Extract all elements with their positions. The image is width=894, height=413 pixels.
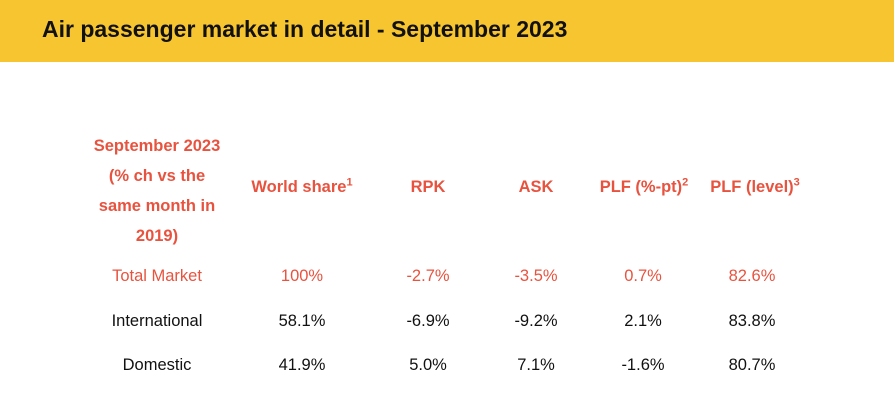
cell-world-share: 41.9% bbox=[278, 356, 326, 374]
row-label: International bbox=[111, 312, 203, 330]
column-header-label: ASK bbox=[518, 178, 554, 196]
period-header-line: 2019) bbox=[135, 227, 179, 245]
cell-world-share: 100% bbox=[280, 267, 324, 285]
page-title: Air passenger market in detail - Septemb… bbox=[42, 16, 568, 42]
cell-ask: -3.5% bbox=[514, 267, 558, 285]
cell-plf-level: 80.7% bbox=[728, 356, 776, 374]
period-header-line: (% ch vs the bbox=[108, 167, 206, 185]
cell-ask: -9.2% bbox=[514, 312, 558, 330]
cell-rpk: 5.0% bbox=[409, 356, 447, 374]
cell-world-share: 58.1% bbox=[278, 312, 326, 330]
column-header-label: RPK bbox=[410, 178, 446, 196]
column-header-world-share: World share1 bbox=[235, 176, 369, 197]
column-header-rpk: RPK bbox=[378, 178, 478, 197]
cell-plf-level: 82.6% bbox=[728, 267, 776, 285]
column-header-label: World share bbox=[251, 178, 347, 196]
cell-plf-level: 83.8% bbox=[728, 312, 776, 330]
cell-plf-pt: 0.7% bbox=[624, 267, 662, 285]
row-label: Total Market bbox=[112, 267, 202, 285]
cell-ask: 7.1% bbox=[517, 356, 555, 374]
column-header-label: PLF (%-pt) bbox=[599, 178, 683, 196]
row-label: Domestic bbox=[122, 356, 192, 374]
column-header-label: PLF (level) bbox=[710, 178, 794, 196]
period-header: September 2023 (% ch vs the same month i… bbox=[72, 131, 242, 251]
column-header-plf-level: PLF (level)3 bbox=[698, 176, 812, 197]
header-banner: Air passenger market in detail - Septemb… bbox=[0, 0, 894, 62]
period-header-line: September 2023 bbox=[93, 137, 221, 155]
column-header-plf-pt: PLF (%-pt)2 bbox=[586, 176, 702, 197]
cell-rpk: -6.9% bbox=[406, 312, 450, 330]
footnote-marker: 1 bbox=[346, 176, 353, 189]
cell-plf-pt: -1.6% bbox=[621, 356, 665, 374]
footnote-marker: 2 bbox=[682, 176, 689, 189]
footnote-marker: 3 bbox=[793, 176, 800, 189]
period-header-line: same month in bbox=[98, 197, 216, 215]
column-header-ask: ASK bbox=[486, 178, 586, 197]
cell-plf-pt: 2.1% bbox=[624, 312, 662, 330]
cell-rpk: -2.7% bbox=[406, 267, 450, 285]
